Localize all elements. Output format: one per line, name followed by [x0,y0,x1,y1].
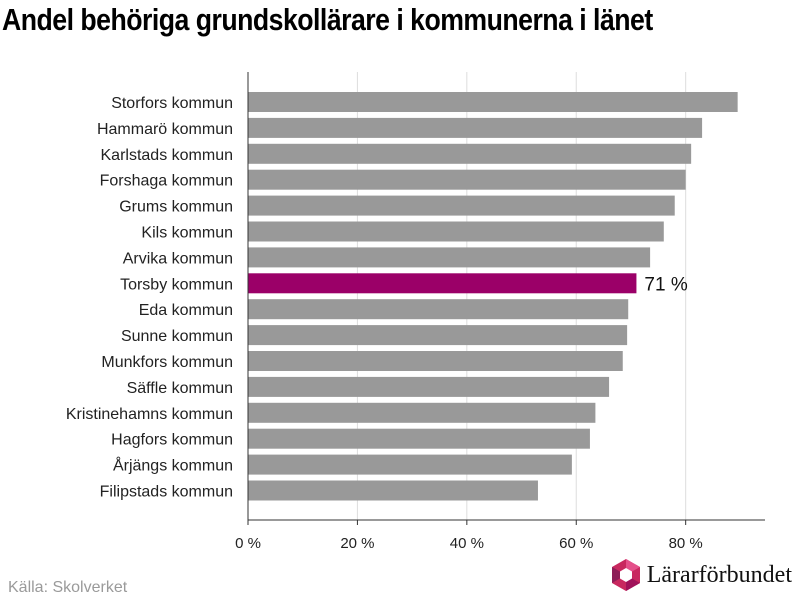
bar [248,480,538,501]
x-tick-label: 0 % [235,535,261,552]
brand-name: Lärarförbundet [646,561,792,588]
data-labels: 71 % [644,274,687,295]
bar [248,117,703,138]
bar-highlight [248,273,637,294]
bar [248,351,623,371]
category-label: Sunne kommun [121,328,233,345]
bar [248,221,664,242]
x-axis: 0 % 20 % 40 % 60 % 80 % [235,72,765,552]
bar [248,143,692,164]
category-label: Grums kommun [119,199,233,216]
category-label: Filipstads kommun [100,484,233,501]
x-tick-label: 80 % [669,535,703,552]
category-label: Arvika kommun [123,250,233,267]
bar [248,299,629,320]
bar [248,195,675,216]
chart-title: Andel behöriga grundskollärare i kommune… [2,2,653,37]
category-label: Forshaga kommun [100,173,233,190]
category-label: Eda kommun [139,302,233,319]
category-label: Säffle kommun [127,380,233,397]
source-note: Källa: Skolverket [8,579,128,596]
hexagon-logo-icon [611,559,640,591]
x-tick-label: 40 % [450,535,484,552]
category-label: Kristinehamns kommun [66,406,233,423]
bar [248,376,610,397]
bar [248,454,572,475]
category-label: Hagfors kommun [111,432,233,449]
category-labels: Storfors kommun Hammarö kommun Karlstads k… [66,95,233,501]
bar [248,247,651,268]
data-label: 71 % [644,274,687,295]
category-label: Hammarö kommun [97,121,233,138]
bar [248,325,628,346]
bar [248,428,590,449]
category-label: Kils kommun [141,225,233,242]
bars [248,92,738,501]
x-tick-label: 20 % [340,535,374,552]
bar [248,169,686,190]
category-label: Årjängs kommun [113,456,233,475]
bar [248,92,738,112]
category-label: Storfors kommun [111,95,233,112]
category-label: Munkfors kommun [101,354,233,371]
category-label: Karlstads kommun [101,147,234,164]
brand-logo: Lärarförbundet [610,558,792,592]
x-tick-label: 60 % [559,535,593,552]
gridlines [356,72,687,520]
bar [248,402,596,423]
category-label: Torsby kommun [120,276,233,293]
